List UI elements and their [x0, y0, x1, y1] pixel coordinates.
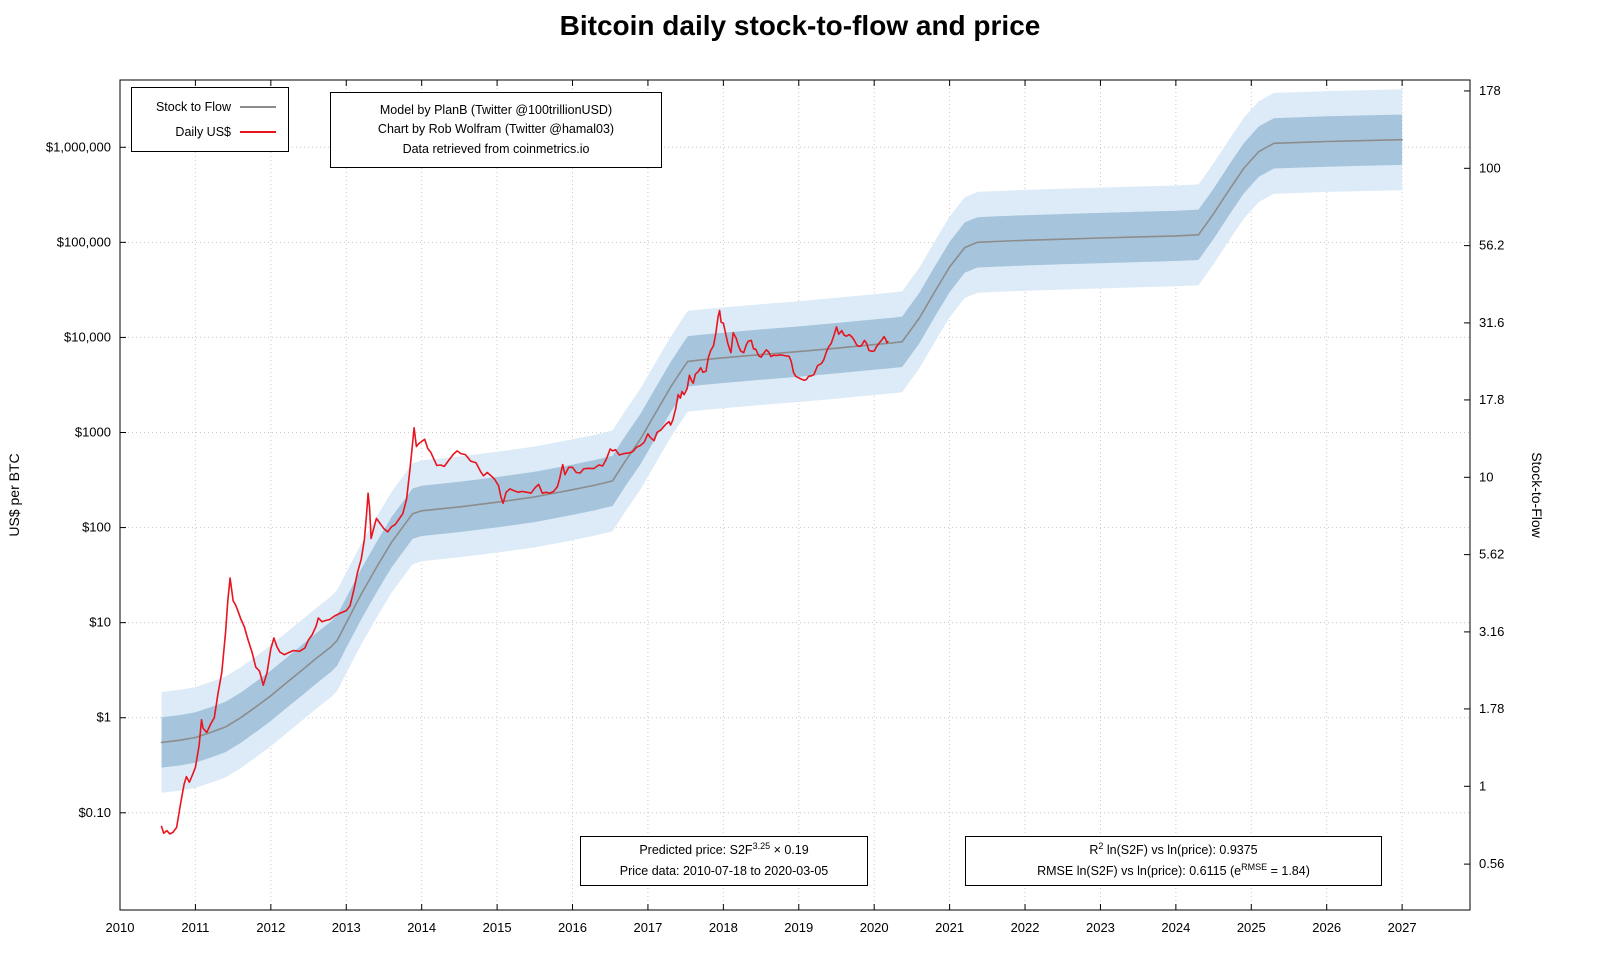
tick-marks — [119, 80, 1470, 910]
legend-label-daily-usd: Daily US$ — [175, 125, 231, 139]
y-right-tick-label: 10 — [1479, 469, 1493, 484]
y-right-tick-label: 1 — [1479, 778, 1486, 793]
x-tick-label: 2016 — [558, 920, 587, 935]
legend-label-stock-to-flow: Stock to Flow — [155, 100, 231, 114]
y-right-tick-label: 31.6 — [1479, 315, 1504, 330]
y-right-tick-label: 3.16 — [1479, 624, 1504, 639]
x-tick-label: 2019 — [784, 920, 813, 935]
x-tick-label: 2025 — [1237, 920, 1266, 935]
x-tick-label: 2022 — [1011, 920, 1040, 935]
x-tick-label: 2014 — [407, 920, 436, 935]
x-tick-label: 2027 — [1388, 920, 1417, 935]
confidence-band-outer — [161, 89, 1403, 793]
y-right-tick-label: 1.78 — [1479, 701, 1504, 716]
y-right-tick-label: 178 — [1479, 83, 1501, 98]
credit-box: Model by PlanB (Twitter @100trillionUSD)… — [330, 92, 662, 169]
gridlines — [119, 80, 1470, 910]
credit-line-model: Model by PlanB (Twitter @100trillionUSD) — [379, 103, 613, 117]
y-right-tick-label: 56.2 — [1479, 238, 1504, 253]
x-tick-label: 2018 — [709, 920, 738, 935]
x-tick-label: 2017 — [633, 920, 662, 935]
x-tick-label: 2013 — [332, 920, 361, 935]
r-squared-stat: R2 ln(S2F) vs ln(price): 0.9375 — [1089, 840, 1258, 857]
credit-line-chart: Chart by Rob Wolfram (Twitter @hamal03) — [377, 122, 615, 137]
y-left-tick-label: $100 — [82, 520, 111, 535]
legend: Stock to Flow Daily US$ — [131, 87, 289, 152]
x-tick-label: 2020 — [860, 920, 889, 935]
x-tick-label: 2010 — [106, 920, 135, 935]
legend-item-daily-usd: Daily US$ — [144, 125, 276, 139]
model-formula-box: Predicted price: S2F3.25 × 0.19 Price da… — [580, 836, 868, 886]
s2f-model-line — [160, 138, 1403, 744]
y-right-tick-label: 5.62 — [1479, 547, 1504, 562]
x-tick-label: 2011 — [181, 920, 209, 935]
plot-frame — [119, 79, 1471, 911]
predicted-price-formula: Predicted price: S2F3.25 × 0.19 — [639, 840, 809, 857]
price-line — [160, 309, 889, 835]
y-left-tick-label: $10,000 — [64, 329, 111, 344]
x-tick-label: 2021 — [935, 920, 964, 935]
y-axis-label-right: Stock-to-Flow — [1529, 452, 1545, 538]
stats-box: R2 ln(S2F) vs ln(price): 0.9375 RMSE ln(… — [965, 836, 1382, 886]
y-left-tick-label: $1000 — [75, 425, 111, 440]
price-data-range: Price data: 2010-07-18 to 2020-03-05 — [619, 864, 829, 878]
y-left-tick-label: $0.10 — [78, 805, 111, 820]
tick-labels: 2010 2011 2012 2013 2014 2015 2016 2017 2018 2019… — [46, 83, 1504, 935]
x-tick-label: 2023 — [1086, 920, 1115, 935]
stock-to-flow-line-swatch — [240, 106, 276, 108]
x-tick-label: 2026 — [1312, 920, 1341, 935]
x-tick-label: 2024 — [1161, 920, 1190, 935]
y-right-tick-label: 100 — [1479, 160, 1501, 175]
y-left-tick-label: $1,000,000 — [46, 139, 111, 154]
y-left-tick-label: $10 — [89, 615, 111, 630]
x-tick-label: 2012 — [256, 920, 285, 935]
y-right-tick-label: 17.8 — [1479, 392, 1504, 407]
y-left-tick-label: $100,000 — [57, 234, 111, 249]
rmse-stat: RMSE ln(S2F) vs ln(price): 0.6115 (eRMSE… — [1037, 862, 1310, 878]
daily-usd-line-swatch — [240, 131, 276, 133]
credit-line-data: Data retrieved from coinmetrics.io — [402, 141, 590, 156]
chart-title: Bitcoin daily stock-to-flow and price — [559, 10, 1041, 41]
x-tick-label: 2015 — [483, 920, 512, 935]
y-axis-label-left: US$ per BTC — [6, 453, 22, 537]
y-right-tick-label: 0.56 — [1479, 856, 1504, 871]
y-left-tick-label: $1 — [97, 710, 111, 725]
confidence-band-inner — [161, 114, 1403, 768]
legend-item-stock-to-flow: Stock to Flow — [144, 100, 276, 114]
